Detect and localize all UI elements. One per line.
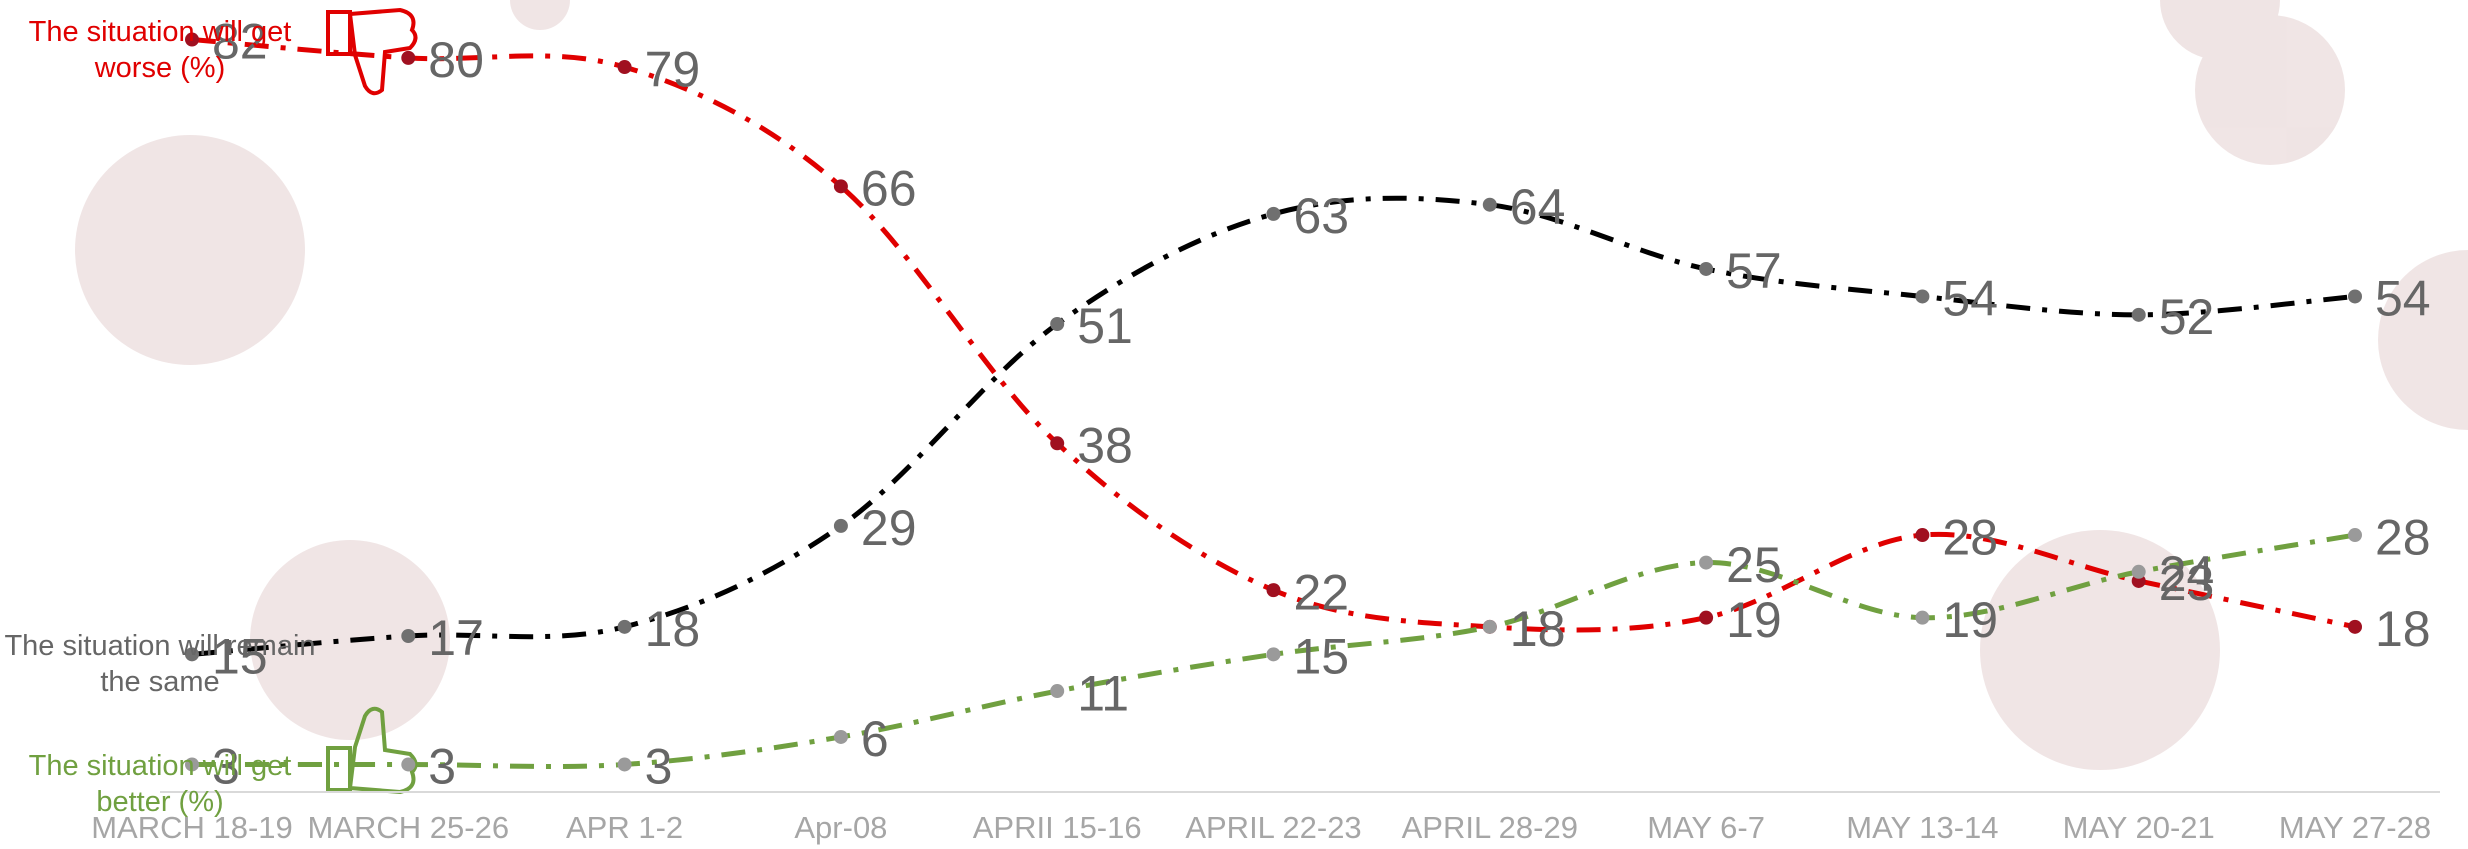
- point: [1482, 197, 1497, 212]
- series-label: The situation will remain the same: [4, 630, 316, 698]
- data-label: 18: [1510, 601, 1566, 657]
- x-tick-label: MAY 13-14: [1846, 810, 1998, 845]
- data-label: 17: [428, 610, 484, 666]
- data-label: 3: [212, 739, 240, 795]
- data-label: 66: [861, 161, 917, 217]
- data-label: 79: [645, 41, 701, 97]
- series-label: The situation will get worse (%): [28, 16, 292, 84]
- x-tick-label: MARCH 25-26: [308, 810, 510, 845]
- data-label: 51: [1077, 298, 1133, 354]
- point: [1050, 436, 1065, 451]
- data-label: 63: [1294, 188, 1350, 244]
- point: [401, 757, 416, 772]
- point: [2348, 619, 2362, 634]
- x-tick-label: MAY 6-7: [1647, 810, 1765, 845]
- data-label: 18: [2375, 601, 2431, 657]
- point: [833, 518, 848, 533]
- data-label: 54: [1942, 271, 1998, 327]
- x-tick-label: APRIL 28-29: [1402, 810, 1578, 845]
- point: [2131, 564, 2146, 579]
- point: [401, 50, 416, 65]
- data-label: 24: [2159, 546, 2215, 602]
- point: [2348, 289, 2362, 304]
- data-label: 64: [1510, 179, 1566, 235]
- data-label: 6: [861, 711, 889, 767]
- data-label: 52: [2159, 289, 2215, 345]
- point: [617, 757, 632, 772]
- data-label: 19: [1726, 592, 1782, 648]
- point: [1699, 555, 1714, 570]
- data-label: 19: [1942, 592, 1998, 648]
- point: [833, 179, 848, 194]
- data-label: 3: [645, 739, 673, 795]
- data-label: 54: [2375, 271, 2431, 327]
- point: [1915, 528, 1930, 543]
- point: [1050, 317, 1065, 331]
- x-tick-label: APR 1-2: [566, 810, 683, 845]
- point: [1915, 289, 1930, 304]
- x-tick-label: APRIL 22-23: [1185, 810, 1361, 845]
- point: [2131, 307, 2146, 322]
- data-label: 57: [1726, 243, 1782, 299]
- point: [185, 757, 199, 772]
- point: [833, 729, 848, 744]
- point: [1266, 206, 1281, 221]
- data-label: 22: [1294, 564, 1350, 620]
- point: [1482, 619, 1497, 634]
- data-label: 28: [2375, 509, 2431, 565]
- data-label: 15: [212, 629, 268, 685]
- point: [185, 647, 199, 662]
- virus-decoration: [75, 0, 2468, 770]
- x-tick-label: APRII 15-16: [973, 810, 1142, 845]
- data-label: 25: [1726, 537, 1782, 593]
- data-label: 18: [645, 601, 701, 657]
- point: [1266, 647, 1281, 662]
- x-tick-label: MAY 20-21: [2063, 810, 2215, 845]
- series-label: The situation will get better (%): [28, 750, 292, 818]
- x-tick-label: MAY 27-28: [2279, 810, 2431, 845]
- point: [1266, 583, 1281, 598]
- point: [617, 619, 632, 634]
- point: [617, 60, 632, 75]
- data-label: 82: [212, 14, 268, 70]
- series-line: [191, 37, 2356, 633]
- series-line: [192, 532, 2356, 770]
- thumbs-up-icon: [326, 706, 418, 795]
- series-line: [191, 195, 2356, 657]
- point: [1050, 684, 1065, 699]
- data-label: 38: [1077, 417, 1133, 473]
- point: [1915, 610, 1930, 625]
- x-tick-label: MARCH 18-19: [91, 810, 293, 845]
- data-label: 23: [2159, 555, 2215, 611]
- point: [2348, 528, 2362, 543]
- point: [1699, 261, 1714, 276]
- data-label: 15: [1294, 629, 1350, 685]
- data-label: 18: [1510, 601, 1566, 657]
- x-tick-label: Apr-08: [794, 810, 887, 845]
- data-label: 80: [428, 32, 484, 88]
- data-label: 3: [428, 739, 456, 795]
- thumbs-down-icon: [326, 7, 418, 96]
- point: [185, 32, 199, 47]
- point: [401, 629, 416, 643]
- data-label: 28: [1942, 509, 1998, 565]
- data-label: 11: [1077, 665, 1129, 721]
- point: [1699, 610, 1714, 625]
- data-label: 29: [861, 500, 917, 556]
